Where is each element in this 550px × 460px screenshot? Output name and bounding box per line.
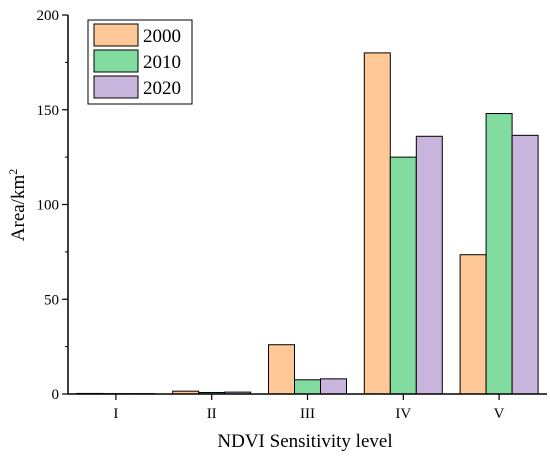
x-tick-label: I xyxy=(113,406,118,422)
x-tick-label: V xyxy=(494,406,505,422)
legend-swatch-2000 xyxy=(93,23,139,47)
legend-swatch-2020 xyxy=(93,75,139,99)
legend-label-2000: 2000 xyxy=(143,26,181,47)
legend-label-2020: 2020 xyxy=(143,78,181,99)
y-tick-label: 150 xyxy=(37,103,60,119)
y-axis-title: Area/km2 xyxy=(6,169,29,241)
legend-label-2010: 2010 xyxy=(143,52,181,73)
bars-group xyxy=(76,52,539,395)
bar-2010-III xyxy=(294,379,321,395)
bar-2000-III xyxy=(268,344,295,395)
y-tick-label: 0 xyxy=(52,387,60,403)
y-tick-label: 50 xyxy=(44,292,59,308)
x-tick-label: IV xyxy=(395,406,411,422)
y-axis-title-superscript: 2 xyxy=(6,169,20,175)
y-tick-label: 100 xyxy=(37,198,60,214)
bar-2000-IV xyxy=(363,52,391,395)
legend-swatch-2010 xyxy=(93,49,139,73)
y-tick-label: 200 xyxy=(37,8,60,24)
bar-2000-V xyxy=(459,254,487,395)
bar-2020-V xyxy=(511,134,539,395)
y-axis-title-main: Area/km xyxy=(8,175,29,242)
bar-2010-V xyxy=(485,113,513,395)
bar-2010-IV xyxy=(389,156,417,395)
x-tick-label: III xyxy=(300,406,315,422)
x-axis-title: NDVI Sensitivity level xyxy=(217,431,392,452)
x-tick-label: II xyxy=(207,406,217,422)
bar-2020-IV xyxy=(415,135,443,395)
legend: 2000 2010 2020 xyxy=(87,19,193,105)
bar-2020-III xyxy=(320,378,347,395)
